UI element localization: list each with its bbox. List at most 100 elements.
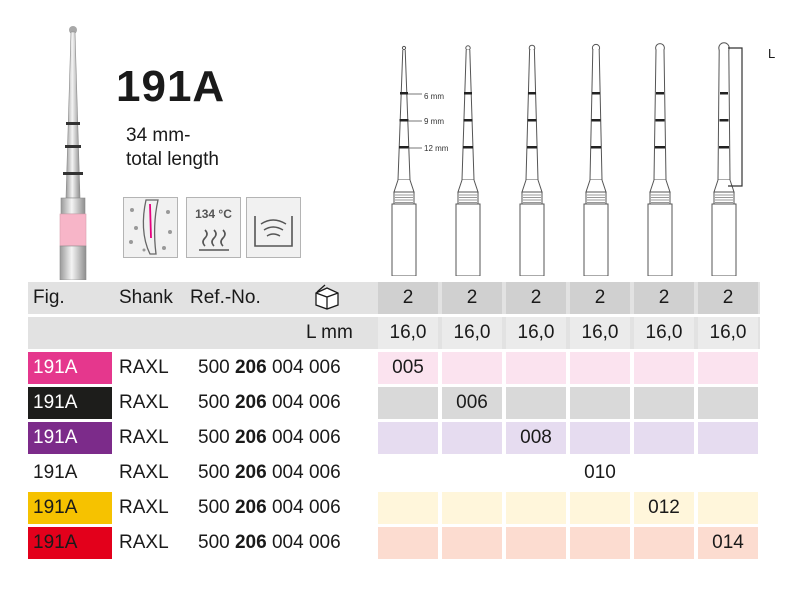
depth-mark-9mm: 9 mm [424,117,444,126]
empty-size-cell [570,352,630,384]
empty-size-cell [378,422,438,454]
instrument-outline [393,179,415,193]
reference-part: 500 [198,497,230,518]
reference-part: 500 [198,532,230,553]
empty-size-cell [634,387,694,419]
size-code-cell: 008 [506,422,566,454]
product-title: 191A [116,62,226,111]
empty-size-cell [698,352,758,384]
instrument-outline [397,49,411,181]
pack-qty-cell: 2 [634,282,694,314]
total-length-note: 34 mm- total length [126,124,219,172]
total-length-line1: 34 mm- [126,125,191,146]
size-code-cell: 006 [442,387,502,419]
reference-number: 500 206 004 006 [198,393,341,413]
instrument-outline [521,179,543,193]
reference-part: 206 [234,427,267,448]
instrument-outline [655,119,665,122]
instrument-outline [399,146,409,149]
instrument-outline [401,45,407,51]
reference-part: 500 [198,357,230,378]
reference-part: 004 006 [271,357,341,378]
instrument-outline [592,92,600,95]
instrument-outline [519,203,545,276]
empty-size-cell [698,387,758,419]
instrument-outline [717,49,731,181]
empty-size-cell [442,527,502,559]
instrument-outline [463,119,473,122]
instrument-outline [591,146,601,149]
empty-size-cell [698,422,758,454]
reference-part: 206 [234,532,267,553]
instrument-outline [528,44,536,52]
empty-size-cell [442,352,502,384]
col-header-shank: Shank [119,287,173,308]
empty-size-cell [506,457,566,489]
reference-number: 500 206 004 006 [198,498,341,518]
instrument-outline [719,146,729,149]
length-bracket [728,47,743,187]
reference-number: 500 206 004 006 [198,533,341,553]
instrument-outline [653,49,667,181]
instrument-outline [719,119,729,122]
empty-size-cell [506,387,566,419]
reference-part: 206 [234,392,267,413]
instrument-outline [525,49,539,181]
total-length-line2: total length [126,149,219,170]
pack-qty-cell: 2 [378,282,438,314]
instrument-outline [649,179,671,193]
instrument-outline [461,49,475,181]
figure-color-tag: 191A [28,387,112,419]
empty-size-cell [634,422,694,454]
reference-number: 500 206 004 006 [198,358,341,378]
empty-size-cell [378,457,438,489]
empty-size-cell [506,527,566,559]
instrument-outline [400,92,408,95]
instrument-outline [457,179,479,193]
shank-type: RAXL [119,497,169,518]
instrument-illustration [59,26,87,280]
empty-size-cell [378,492,438,524]
contra-angle-icon [123,197,178,258]
depth-mark-12mm: 12 mm [424,144,449,153]
reference-part: 004 006 [271,497,341,518]
pack-qty-cell: 2 [698,282,758,314]
instrument-outline [647,203,673,276]
pack-qty-cell: 2 [506,282,566,314]
instrument-outline [656,92,664,95]
depth-mark-6mm: 6 mm [424,92,444,101]
empty-size-cell [570,422,630,454]
empty-size-cell [634,457,694,489]
instrument-outline [391,203,417,276]
empty-size-cell [442,492,502,524]
package-box-icon [315,284,339,310]
empty-size-cell [506,492,566,524]
instrument-drawings-group [391,42,743,276]
pack-qty-cell: 2 [442,282,502,314]
instrument-outline [655,146,665,149]
length-cell: 16,0 [634,317,694,349]
reference-part: 206 [234,462,267,483]
shank-type: RAXL [119,427,169,448]
col-header-fig: Fig. [33,287,65,308]
reference-part: 206 [234,357,267,378]
size-code-cell: 010 [570,457,630,489]
instrument-outline [528,92,536,95]
shank-type: RAXL [119,532,169,553]
shank-type: RAXL [119,462,169,483]
figure-color-tag: 191A [28,492,112,524]
empty-size-cell [698,457,758,489]
instrument-outline [527,146,537,149]
length-cell: 16,0 [570,317,630,349]
col-header-length: L mm [306,322,353,343]
empty-size-cell [506,352,566,384]
ultrasonic-bath-icon [246,197,301,258]
figure-color-tag: 191A [28,527,112,559]
instrument-outline [585,179,607,193]
reference-part: 500 [198,462,230,483]
instrument-outline [720,92,728,95]
instrument-size-drawings [391,42,743,276]
size-code-cell: 012 [634,492,694,524]
size-code-cell: 005 [378,352,438,384]
instrument-outline [583,203,609,276]
